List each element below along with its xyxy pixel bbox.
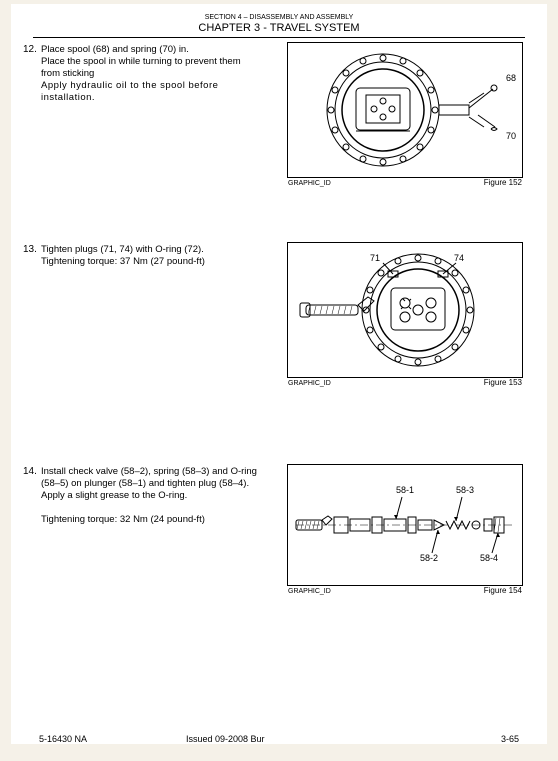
figure-153-drawing [288,243,522,377]
callout-71: 71 [370,253,380,263]
figure-154-drawing [288,465,522,585]
figure-label: Figure 152 [484,178,522,187]
figure-id: GRAPHIC_ID [288,180,331,187]
callout-58-3: 58-3 [456,485,474,495]
step-line: Place spool (68) and spring (70) in. [41,44,189,55]
step-13: 13. Tighten plugs (71, 74) with O-ring (… [41,244,523,424]
content-area: 12. Place spool (68) and spring (70) in.… [11,38,547,626]
step-line: Tighten plugs (71, 74) with O-ring (72). [41,244,204,255]
callout-58-2: 58-2 [420,553,438,563]
callout-68: 68 [506,73,516,83]
figure-153: 71 74 GRAPHIC_ID Figure 153 [287,242,523,378]
issue-date: Issued 09-2008 Bur [186,734,265,744]
figure-152: 68 70 GRAPHIC_ID Figure 152 [287,42,523,178]
step-line: Tightening torque: 32 Nm (24 pound-ft) [41,514,205,525]
step-number: 13. [23,244,37,255]
figure-label: Figure 154 [484,586,522,595]
page-number: 3-65 [501,734,519,744]
figure-id: GRAPHIC_ID [288,588,331,595]
chapter-label: CHAPTER 3 - TRAVEL SYSTEM [11,22,547,34]
figure-label: Figure 153 [484,378,522,387]
step-number: 14. [23,466,37,477]
step-line: Tightening torque: 37 Nm (27 pound-ft) [41,256,205,267]
page-header: SECTION 4 – DISASSEMBLY AND ASSEMBLY CHA… [11,4,547,34]
step-text: Place spool (68) and spring (70) in. Pla… [41,44,261,103]
figure-id: GRAPHIC_ID [288,380,331,387]
doc-number: 5-16430 NA [39,734,87,744]
step-14: 14. Install check valve (58–2), spring (… [41,466,523,626]
step-line: Apply a slight grease to the O-ring. [41,490,187,501]
callout-58-1: 58-1 [396,485,414,495]
step-line: Place the spool in while turning to prev… [41,56,241,79]
step-text: Install check valve (58–2), spring (58–3… [41,466,261,525]
step-text: Tighten plugs (71, 74) with O-ring (72).… [41,244,261,268]
step-12: 12. Place spool (68) and spring (70) in.… [41,44,523,204]
figure-154: 58-1 58-3 58-2 58-4 GRAPHIC_ID Figure 15… [287,464,523,586]
callout-58-4: 58-4 [480,553,498,563]
step-number: 12. [23,44,37,55]
step-note: Apply hydraulic oil to the spool before … [41,80,218,103]
figure-152-drawing [288,43,522,177]
section-label: SECTION 4 – DISASSEMBLY AND ASSEMBLY [11,14,547,21]
callout-70: 70 [506,131,516,141]
step-line: Install check valve (58–2), spring (58–3… [41,466,257,489]
service-manual-page: SECTION 4 – DISASSEMBLY AND ASSEMBLY CHA… [11,4,547,744]
callout-74: 74 [454,253,464,263]
